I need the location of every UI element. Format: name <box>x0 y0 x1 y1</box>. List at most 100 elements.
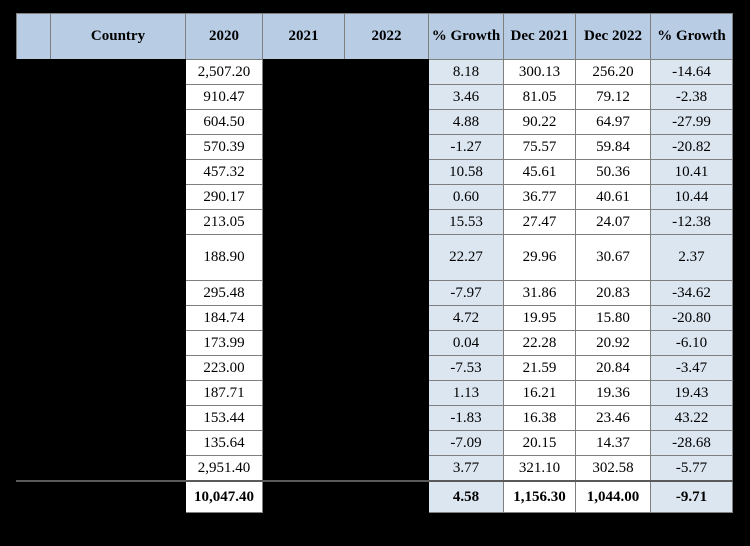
cell-2022-redacted <box>344 355 429 381</box>
cell-country-redacted <box>50 159 186 185</box>
cell-2021-redacted <box>262 355 345 381</box>
cell-country-redacted <box>50 59 186 85</box>
cell-country-redacted <box>50 330 186 356</box>
cell-pct-growth-2020: 15.53 <box>428 209 504 235</box>
cell-2022-redacted <box>344 84 429 110</box>
cell-country-redacted <box>50 405 186 431</box>
cell-2020-value: 153.44 <box>185 405 263 431</box>
cell-2020-value: 910.47 <box>185 84 263 110</box>
cell-dec-2022-value: 302.58 <box>575 455 651 482</box>
cell-country-redacted <box>50 480 186 513</box>
cell-dec-2021-value: 90.22 <box>503 109 576 135</box>
cell-pct-growth-dec: -34.62 <box>650 280 733 306</box>
cell-pct-growth-dec: -9.71 <box>650 480 733 513</box>
cell-dec-2021-value: 45.61 <box>503 159 576 185</box>
table-row: 153.44 -1.83 16.38 23.46 43.22 <box>16 405 733 431</box>
cell-index-redacted <box>16 209 51 235</box>
table-row: 570.39 -1.27 75.57 59.84 -20.82 <box>16 134 733 160</box>
cell-country-redacted <box>50 355 186 381</box>
cell-index-redacted <box>16 480 51 513</box>
cell-dec-2022-value: 64.97 <box>575 109 651 135</box>
cell-2022-redacted <box>344 280 429 306</box>
cell-country-redacted <box>50 184 186 210</box>
cell-pct-growth-2020: 0.04 <box>428 330 504 356</box>
cell-dec-2021-value: 20.15 <box>503 430 576 456</box>
header-dec-2021: Dec 2021 <box>503 13 576 60</box>
cell-country-redacted <box>50 84 186 110</box>
cell-2022-redacted <box>344 405 429 431</box>
cell-dec-2022-value: 1,044.00 <box>575 480 651 513</box>
cell-2021-redacted <box>262 330 345 356</box>
cell-dec-2021-value: 29.96 <box>503 234 576 281</box>
cell-2020-value: 223.00 <box>185 355 263 381</box>
cell-2022-redacted <box>344 159 429 185</box>
header-blank <box>16 13 51 60</box>
cell-2021-redacted <box>262 455 345 482</box>
cell-dec-2022-value: 24.07 <box>575 209 651 235</box>
table-row: 457.32 10.58 45.61 50.36 10.41 <box>16 159 733 185</box>
cell-dec-2021-value: 1,156.30 <box>503 480 576 513</box>
header-2020: 2020 <box>185 13 263 60</box>
header-dec-2022: Dec 2022 <box>575 13 651 60</box>
cell-2021-redacted <box>262 84 345 110</box>
cell-2020-value: 290.17 <box>185 184 263 210</box>
cell-country-redacted <box>50 134 186 160</box>
cell-dec-2022-value: 50.36 <box>575 159 651 185</box>
cell-dec-2022-value: 20.84 <box>575 355 651 381</box>
cell-2021-redacted <box>262 209 345 235</box>
cell-2021-redacted <box>262 380 345 406</box>
cell-2022-redacted <box>344 305 429 331</box>
cell-country-redacted <box>50 430 186 456</box>
table-row: 2,951.40 3.77 321.10 302.58 -5.77 <box>16 455 733 482</box>
table-row: 135.64 -7.09 20.15 14.37 -28.68 <box>16 430 733 456</box>
cell-pct-growth-dec: -6.10 <box>650 330 733 356</box>
header-row: Country 2020 2021 2022 % Growth Dec 2021… <box>16 13 733 60</box>
cell-2021-redacted <box>262 234 345 281</box>
table-row: 187.71 1.13 16.21 19.36 19.43 <box>16 380 733 406</box>
cell-2022-redacted <box>344 430 429 456</box>
cell-index-redacted <box>16 355 51 381</box>
cell-pct-growth-dec: -28.68 <box>650 430 733 456</box>
cell-pct-growth-dec: -20.80 <box>650 305 733 331</box>
cell-index-redacted <box>16 134 51 160</box>
header-2021: 2021 <box>262 13 345 60</box>
cell-index-redacted <box>16 109 51 135</box>
cell-dec-2022-value: 15.80 <box>575 305 651 331</box>
table-row: 290.17 0.60 36.77 40.61 10.44 <box>16 184 733 210</box>
cell-country-redacted <box>50 234 186 281</box>
cell-2020-value: 604.50 <box>185 109 263 135</box>
table-row: 173.99 0.04 22.28 20.92 -6.10 <box>16 330 733 356</box>
cell-2020-value: 187.71 <box>185 380 263 406</box>
cell-country-redacted <box>50 280 186 306</box>
cell-pct-growth-dec: -14.64 <box>650 59 733 85</box>
cell-dec-2021-value: 19.95 <box>503 305 576 331</box>
cell-dec-2021-value: 36.77 <box>503 184 576 210</box>
cell-dec-2022-value: 20.83 <box>575 280 651 306</box>
cell-dec-2022-value: 40.61 <box>575 184 651 210</box>
cell-dec-2021-value: 16.38 <box>503 405 576 431</box>
country-financial-table: Country 2020 2021 2022 % Growth Dec 2021… <box>16 13 733 513</box>
cell-index-redacted <box>16 405 51 431</box>
cell-dec-2021-value: 321.10 <box>503 455 576 482</box>
cell-2021-redacted <box>262 159 345 185</box>
cell-pct-growth-dec: -3.47 <box>650 355 733 381</box>
cell-pct-growth-dec: 10.41 <box>650 159 733 185</box>
cell-2020-value: 295.48 <box>185 280 263 306</box>
cell-dec-2021-value: 31.86 <box>503 280 576 306</box>
header-pct-growth-dec: % Growth <box>650 13 733 60</box>
cell-pct-growth-dec: -5.77 <box>650 455 733 482</box>
cell-pct-growth-dec: -27.99 <box>650 109 733 135</box>
cell-pct-growth-dec: 10.44 <box>650 184 733 210</box>
cell-pct-growth-dec: -2.38 <box>650 84 733 110</box>
cell-index-redacted <box>16 280 51 306</box>
cell-pct-growth-dec: 2.37 <box>650 234 733 281</box>
cell-2021-redacted <box>262 134 345 160</box>
table-row: 2,507.20 8.18 300.13 256.20 -14.64 <box>16 59 733 85</box>
cell-index-redacted <box>16 234 51 281</box>
cell-index-redacted <box>16 330 51 356</box>
cell-dec-2022-value: 19.36 <box>575 380 651 406</box>
table-row: 223.00 -7.53 21.59 20.84 -3.47 <box>16 355 733 381</box>
table-row: 213.05 15.53 27.47 24.07 -12.38 <box>16 209 733 235</box>
cell-dec-2021-value: 27.47 <box>503 209 576 235</box>
